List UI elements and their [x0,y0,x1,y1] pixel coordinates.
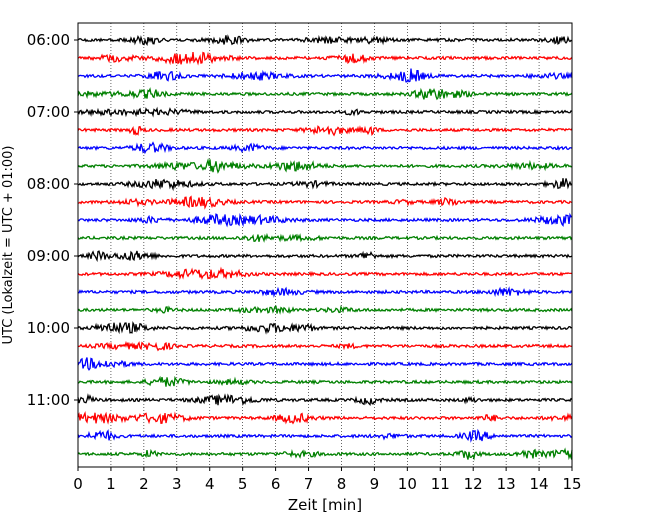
x-tick-label: 13 [497,475,516,493]
x-tick-label: 10 [398,475,417,493]
x-tick-label: 1 [106,475,116,493]
x-tick-label: 15 [562,475,581,493]
y-tick-label: 10:00 [27,319,70,337]
trace-group [77,34,573,461]
x-tick-label: 8 [337,475,347,493]
y-axis: 06:00 07:00 08:00 09:00 10:00 11:00 [27,31,78,409]
x-tick-label: 4 [205,475,215,493]
x-axis: 0 1 2 3 4 5 6 7 8 9 10 11 12 13 14 15 [73,467,582,493]
trace-0615 [77,51,573,66]
x-tick-label: 9 [370,475,380,493]
trace-1015 [77,340,573,352]
trace-1030 [77,357,573,371]
trace-0830 [77,212,573,228]
y-tick-label: 07:00 [27,103,70,121]
trace-0800 [77,178,573,192]
x-tick-label: 7 [304,475,314,493]
x-tick-label: 14 [530,475,549,493]
trace-0730 [77,141,573,155]
trace-0930 [77,286,573,298]
trace-0645 [77,87,573,101]
plot-frame [77,22,573,468]
trace-0600 [77,34,573,47]
trace-0900 [77,250,573,263]
trace-1100 [77,393,573,406]
x-tick-label: 12 [464,475,483,493]
trace-1115 [77,410,573,425]
vertical-grid [110,23,540,467]
x-tick-label: 3 [172,475,182,493]
trace-0745 [77,157,573,174]
x-tick-label: 2 [139,475,149,493]
trace-0845 [77,232,573,243]
trace-0945 [77,305,573,315]
x-tick-label: 0 [73,475,83,493]
trace-1145 [77,447,573,461]
y-axis-label: UTC (Lokalzeit = UTC + 01:00) [1,146,16,345]
x-tick-label: 5 [238,475,248,493]
x-axis-label: Zeit [min] [288,496,362,514]
trace-0700 [77,106,573,118]
y-tick-label: 09:00 [27,247,70,265]
trace-1130 [77,428,573,443]
trace-1045 [77,375,573,387]
y-tick-label: 06:00 [27,31,70,49]
trace-0815 [77,195,573,210]
trace-1000 [77,320,573,335]
x-tick-label: 6 [271,475,281,493]
trace-0630 [77,68,573,83]
trace-0915 [77,266,573,281]
y-tick-label: 11:00 [27,391,70,409]
y-tick-label: 08:00 [27,175,70,193]
x-tick-label: 11 [431,475,450,493]
trace-0715 [77,125,573,137]
